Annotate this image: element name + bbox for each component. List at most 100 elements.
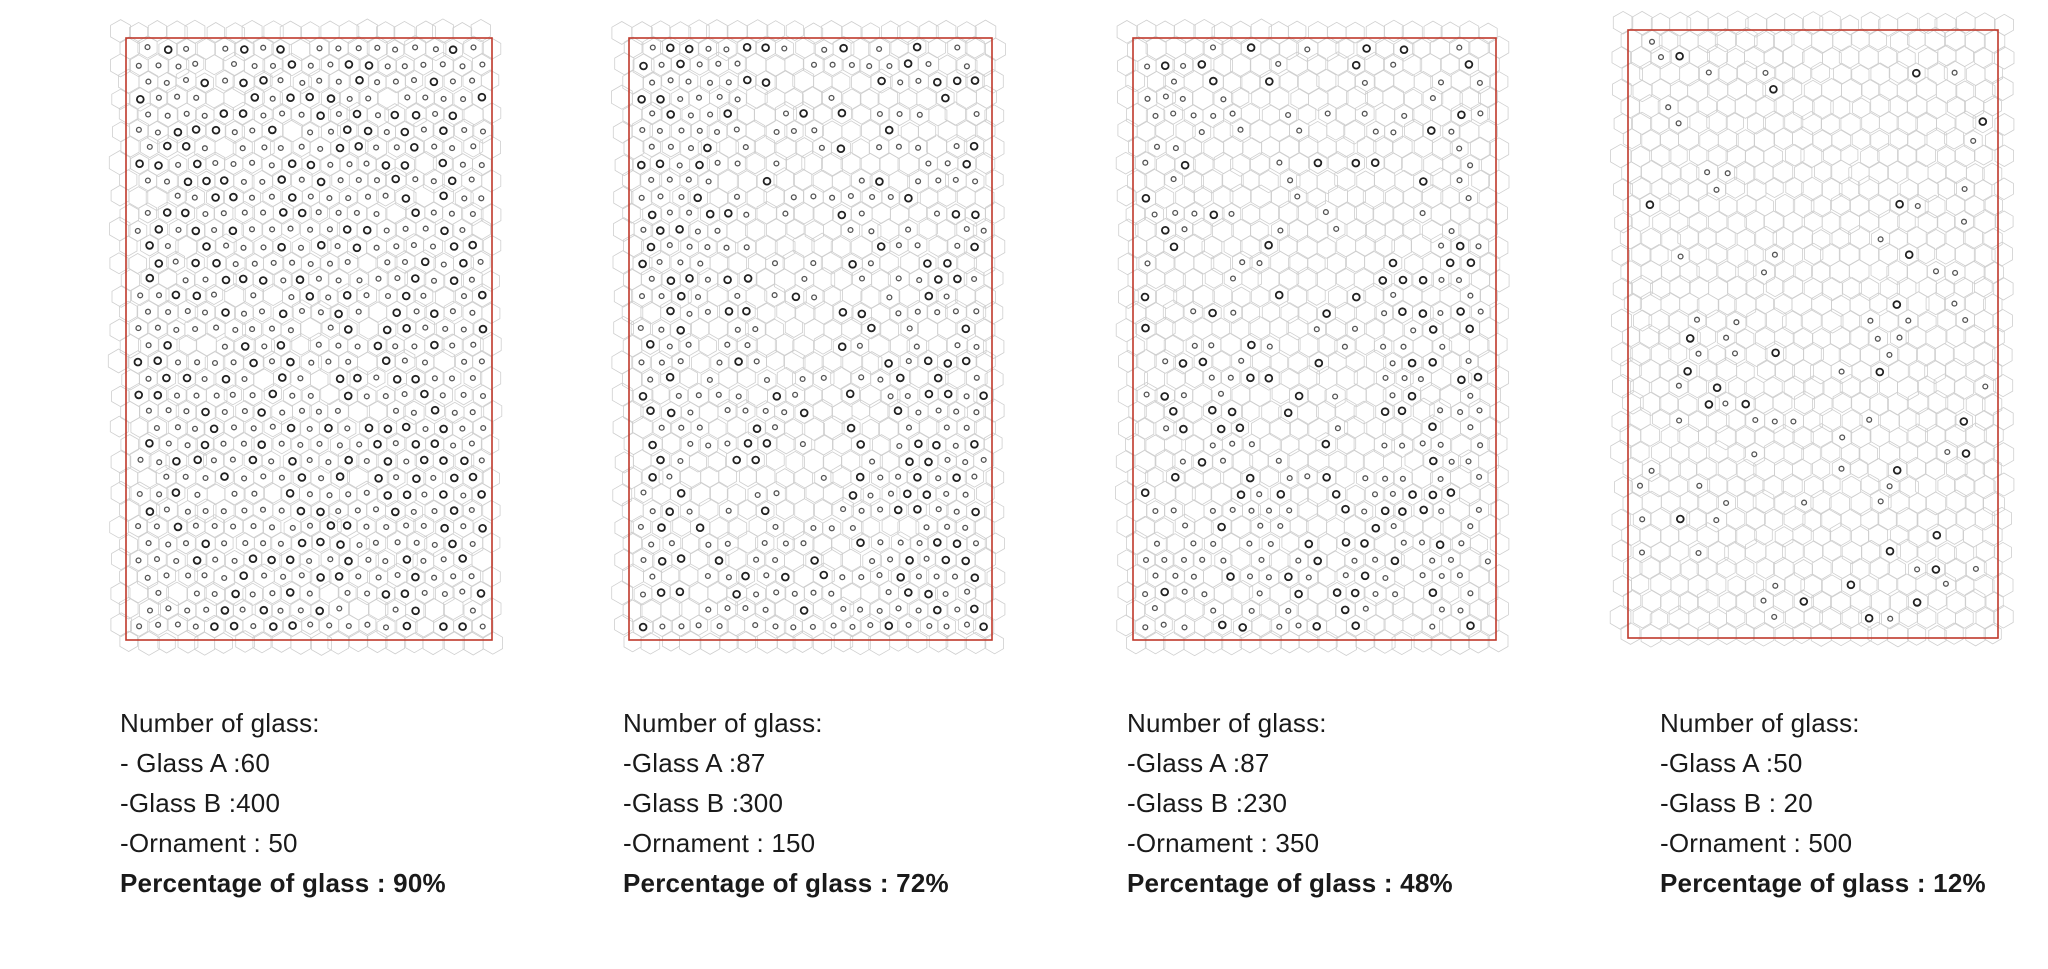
voronoi-cell xyxy=(1210,382,1232,406)
glass-b-mark xyxy=(174,621,181,628)
voronoi-cell xyxy=(1336,564,1356,586)
voronoi-cell xyxy=(830,137,851,161)
glass-b-mark xyxy=(1438,242,1445,249)
voronoi-cell xyxy=(670,318,691,343)
glass-b-mark xyxy=(480,424,487,432)
glass-b-mark xyxy=(638,359,645,366)
glass-a-mark xyxy=(355,75,364,85)
voronoi-cell xyxy=(215,267,237,293)
voronoi-cell xyxy=(955,284,976,309)
voronoi-cell xyxy=(1878,242,1898,266)
voronoi-cell xyxy=(649,249,671,275)
voronoi-cell xyxy=(1915,111,1937,137)
glass-b-mark xyxy=(431,143,438,150)
glass-b-mark xyxy=(382,558,389,565)
glass-a-mark xyxy=(1418,309,1428,318)
glass-b-mark xyxy=(1476,473,1483,480)
voronoi-cell xyxy=(1804,210,1823,232)
voronoi-cell xyxy=(213,101,234,126)
voronoi-cell xyxy=(832,300,854,325)
voronoi-cell xyxy=(386,300,408,325)
voronoi-cell xyxy=(1431,136,1453,161)
glass-b-mark xyxy=(962,459,969,466)
voronoi-cell xyxy=(1374,499,1396,523)
glass-b-mark xyxy=(964,588,971,595)
voronoi-cell xyxy=(367,629,388,654)
voronoi-cell xyxy=(241,118,263,143)
glass-a-mark xyxy=(1741,399,1751,409)
voronoi-cell xyxy=(1280,302,1300,324)
glass-b-mark xyxy=(173,392,181,399)
voronoi-cell xyxy=(337,447,360,473)
glass-b-mark xyxy=(384,63,391,70)
glass-a-mark xyxy=(933,275,943,284)
glass-a-mark xyxy=(430,405,440,415)
voronoi-cell xyxy=(1252,350,1272,373)
voronoi-cell xyxy=(718,202,738,225)
voronoi-cell xyxy=(232,70,255,96)
voronoi-cell xyxy=(842,283,863,307)
glass-a-mark xyxy=(1435,540,1445,549)
glass-b-mark xyxy=(1438,572,1445,580)
glass-a-mark xyxy=(1140,292,1150,302)
glass-b-mark xyxy=(432,46,439,53)
glass-b-mark xyxy=(725,507,732,514)
glass-a-mark xyxy=(1445,258,1455,268)
glass-a-mark xyxy=(1350,588,1360,598)
voronoi-cell xyxy=(1403,186,1422,208)
glass-b-mark xyxy=(876,45,883,53)
voronoi-cell xyxy=(1697,96,1717,118)
voronoi-cell xyxy=(1781,242,1803,267)
voronoi-cell xyxy=(1964,29,1986,54)
voronoi-cell xyxy=(244,482,265,505)
voronoi-cell xyxy=(337,514,358,537)
glass-b-mark xyxy=(1390,523,1397,530)
glass-a-mark xyxy=(342,290,352,300)
voronoi-cell xyxy=(1144,366,1165,391)
voronoi-cell xyxy=(186,219,206,242)
glass-b-mark xyxy=(742,144,749,151)
glass-a-mark xyxy=(305,291,315,301)
glass-a-mark xyxy=(286,357,295,367)
glass-a-mark xyxy=(219,176,229,185)
voronoi-cell xyxy=(1279,134,1300,159)
voronoi-cell xyxy=(1449,137,1469,160)
voronoi-cell xyxy=(1163,234,1185,260)
glass-a-mark xyxy=(163,45,173,54)
voronoi-cell xyxy=(640,399,661,423)
glass-b-mark xyxy=(184,508,191,515)
glass-a-mark xyxy=(638,259,647,269)
voronoi-cell xyxy=(1412,563,1433,587)
voronoi-cell xyxy=(944,101,966,126)
voronoi-cell xyxy=(614,52,635,76)
glass-a-mark xyxy=(951,210,961,219)
glass-a-mark xyxy=(943,258,952,268)
glass-a-mark xyxy=(191,226,201,236)
voronoi-cell xyxy=(1755,225,1777,251)
voronoi-cell xyxy=(1165,564,1186,587)
glass-b-mark xyxy=(886,62,893,70)
glass-a-mark xyxy=(1178,359,1188,368)
voronoi-cell xyxy=(356,283,377,308)
voronoi-cell xyxy=(318,450,339,474)
voronoi-cell xyxy=(613,285,634,308)
voronoi-cell xyxy=(632,415,653,439)
voronoi-cell xyxy=(1813,161,1833,183)
glass-a-mark xyxy=(724,306,734,316)
voronoi-cell xyxy=(1619,423,1642,449)
voronoi-cell xyxy=(461,431,483,456)
voronoi-cell xyxy=(804,22,824,45)
glass-b-mark xyxy=(155,621,162,628)
voronoi-cell xyxy=(270,531,292,557)
glass-b-mark xyxy=(230,523,237,530)
glass-b-mark xyxy=(145,111,152,118)
voronoi-cell xyxy=(1917,540,1937,563)
voronoi-cell xyxy=(946,203,966,226)
glass-b-mark xyxy=(696,61,703,68)
glass-b-mark xyxy=(249,392,256,399)
glass-b-mark xyxy=(164,242,171,250)
voronoi-cell xyxy=(206,383,228,408)
voronoi-cell xyxy=(1412,335,1433,358)
voronoi-cell xyxy=(985,632,1004,655)
voronoi-cell xyxy=(1640,623,1662,648)
